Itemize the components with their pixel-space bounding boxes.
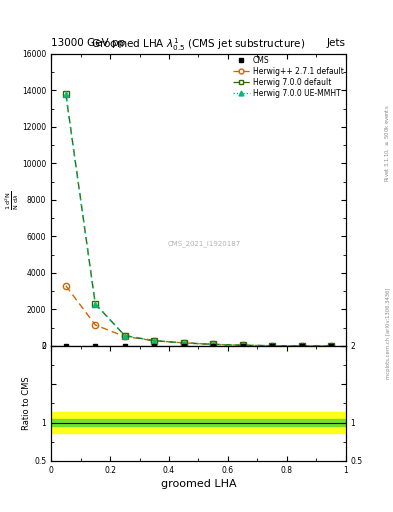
CMS [93, 343, 98, 349]
Title: Groomed LHA $\lambda^{1}_{0.5}$ (CMS jet substructure): Groomed LHA $\lambda^{1}_{0.5}$ (CMS jet… [91, 36, 306, 53]
Text: mcplots.cern.ch [arXiv:1306.3436]: mcplots.cern.ch [arXiv:1306.3436] [386, 287, 391, 378]
Line: CMS: CMS [63, 344, 334, 349]
Y-axis label: Ratio to CMS: Ratio to CMS [22, 377, 31, 430]
Text: Jets: Jets [327, 37, 346, 48]
CMS [211, 343, 216, 349]
CMS [182, 343, 186, 349]
Y-axis label: $\frac{1}{\mathrm{N}} \frac{\mathrm{d}^2\mathrm{N}}{\mathrm{d}\lambda}$: $\frac{1}{\mathrm{N}} \frac{\mathrm{d}^2… [3, 190, 20, 210]
Text: CMS_2021_I1920187: CMS_2021_I1920187 [168, 240, 241, 247]
Legend: CMS, Herwig++ 2.7.1 default, Herwig 7.0.0 default, Herwig 7.0.0 UE-MMHT: CMS, Herwig++ 2.7.1 default, Herwig 7.0.… [233, 56, 343, 98]
Text: 13000 GeV pp: 13000 GeV pp [51, 37, 125, 48]
CMS [329, 343, 333, 349]
CMS [299, 343, 304, 349]
CMS [152, 343, 156, 349]
X-axis label: groomed LHA: groomed LHA [161, 479, 236, 489]
Text: Rivet 3.1.10, $\geq$ 500k events: Rivet 3.1.10, $\geq$ 500k events [384, 104, 391, 182]
CMS [123, 343, 127, 349]
CMS [64, 343, 68, 349]
CMS [241, 343, 245, 349]
CMS [270, 343, 275, 349]
